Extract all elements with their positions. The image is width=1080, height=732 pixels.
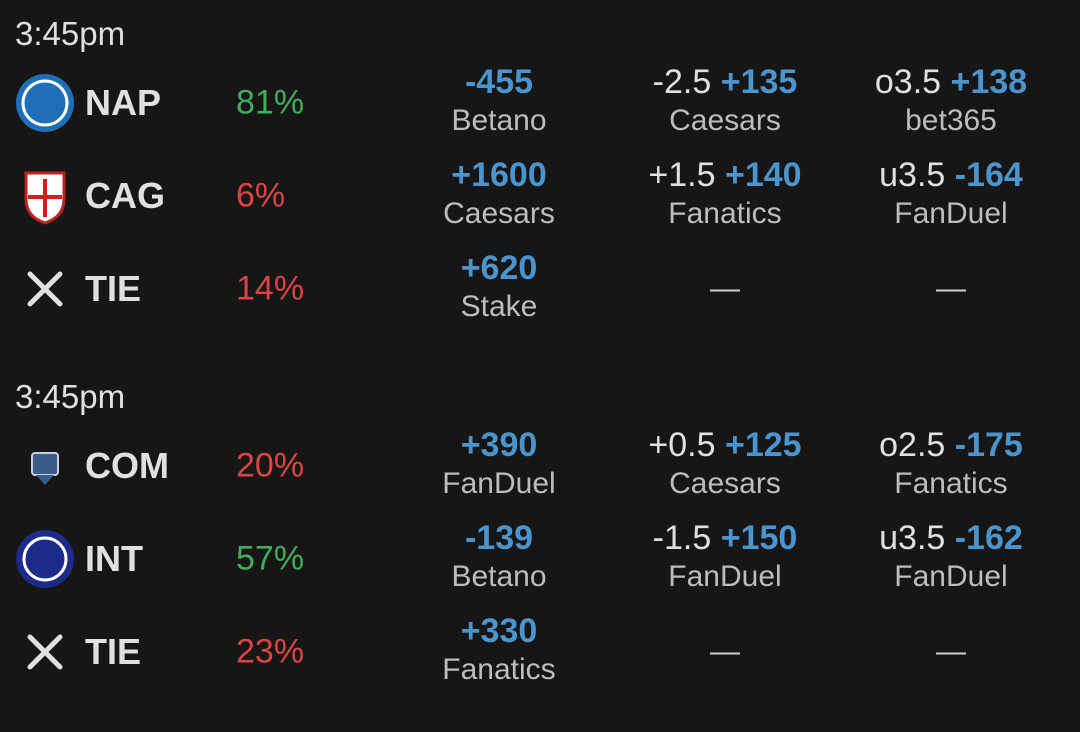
market-line: o3.5 <box>874 63 942 101</box>
market-line: -1.5 <box>652 519 712 557</box>
odds-line: -139 <box>386 519 612 558</box>
odds-cell[interactable]: +0.5 +125 Caesars <box>612 426 838 501</box>
odds-line: o3.5 +138 <box>838 63 1064 102</box>
sportsbook: Caesars <box>443 197 555 230</box>
win-probability: 14% <box>236 269 305 308</box>
team-logo <box>27 271 63 307</box>
sportsbook: FanDuel <box>894 197 1008 230</box>
team-abbr: TIE <box>85 268 142 309</box>
odds-cell[interactable]: -455 Betano <box>386 63 612 138</box>
team-abbr: INT <box>85 538 143 579</box>
sportsbook: FanDuel <box>668 560 782 593</box>
match-time: 3:45pm <box>15 378 126 415</box>
market-line: -2.5 <box>652 63 712 101</box>
team-abbr: CAG <box>85 175 165 216</box>
sportsbook: FanDuel <box>894 560 1008 593</box>
empty-market: — <box>936 635 966 668</box>
odds-cell[interactable]: u3.5 -162 FanDuel <box>838 519 1064 594</box>
odds-cell[interactable]: +1.5 +140 Fanatics <box>612 156 838 231</box>
odds-price: +620 <box>460 249 538 287</box>
odds-line: u3.5 -162 <box>838 519 1064 558</box>
odds-line: +330 <box>386 612 612 651</box>
odds-cell[interactable]: -139 Betano <box>386 519 612 594</box>
odds-line: +1600 <box>386 156 612 195</box>
market-line: o2.5 <box>879 426 946 464</box>
odds-line: +0.5 +125 <box>612 426 838 465</box>
odds-price: -162 <box>954 519 1023 557</box>
odds-line: -455 <box>386 63 612 102</box>
odds-price: +140 <box>724 156 802 194</box>
sportsbook: Betano <box>451 104 547 137</box>
odds-price: +150 <box>720 519 798 557</box>
odds-price: +1600 <box>451 156 547 194</box>
team-logo <box>16 74 74 132</box>
odds-line: +390 <box>386 426 612 465</box>
empty-market: — <box>710 272 740 305</box>
odds-price: +138 <box>950 63 1028 101</box>
team-abbr: TIE <box>85 631 142 672</box>
sportsbook: bet365 <box>905 104 997 137</box>
odds-cell[interactable]: o3.5 +138 bet365 <box>838 63 1064 138</box>
team-logo <box>24 171 66 225</box>
odds-price: -164 <box>954 156 1023 194</box>
sportsbook: Fanatics <box>442 653 556 686</box>
win-probability: 6% <box>236 176 286 215</box>
team-abbr: COM <box>85 445 169 486</box>
odds-price: +330 <box>460 612 538 650</box>
odds-cell[interactable]: +390 FanDuel <box>386 426 612 501</box>
odds-line: +1.5 +140 <box>612 156 838 195</box>
sportsbook: Betano <box>451 560 547 593</box>
sportsbook: Stake <box>460 290 538 323</box>
odds-cell[interactable]: u3.5 -164 FanDuel <box>838 156 1064 231</box>
odds-price: +390 <box>460 426 538 464</box>
win-probability: 23% <box>236 632 305 671</box>
sportsbook: Fanatics <box>894 467 1008 500</box>
team-logo <box>31 452 59 485</box>
sportsbook: Caesars <box>669 467 781 500</box>
match-time: 3:45pm <box>15 15 126 52</box>
market-line: u3.5 <box>879 519 946 557</box>
odds-line: -1.5 +150 <box>612 519 838 558</box>
odds-cell[interactable]: -1.5 +150 FanDuel <box>612 519 838 594</box>
odds-price: +135 <box>720 63 798 101</box>
market-line: +0.5 <box>648 426 716 464</box>
team-logo <box>27 634 63 670</box>
odds-cell[interactable]: +620 Stake <box>386 249 612 324</box>
odds-price: -139 <box>464 519 534 557</box>
odds-cell[interactable]: o2.5 -175 Fanatics <box>838 426 1064 501</box>
team-abbr: NAP <box>85 82 162 123</box>
odds-price: -175 <box>954 426 1023 464</box>
sportsbook: Fanatics <box>668 197 782 230</box>
odds-line: u3.5 -164 <box>838 156 1064 195</box>
odds-cell[interactable]: -2.5 +135 Caesars <box>612 63 838 138</box>
odds-line: o2.5 -175 <box>838 426 1064 465</box>
team-logo <box>16 530 74 588</box>
win-probability: 81% <box>236 83 305 122</box>
empty-market: — <box>710 635 740 668</box>
odds-cell[interactable]: +1600 Caesars <box>386 156 612 231</box>
odds-cell[interactable]: +330 Fanatics <box>386 612 612 687</box>
odds-price: +125 <box>724 426 802 464</box>
empty-market: — <box>936 272 966 305</box>
win-probability: 20% <box>236 446 305 485</box>
sportsbook: Caesars <box>669 104 781 137</box>
sportsbook: FanDuel <box>442 467 556 500</box>
odds-line: +620 <box>386 249 612 288</box>
odds-price: -455 <box>464 63 534 101</box>
odds-line: -2.5 +135 <box>612 63 838 102</box>
market-line: u3.5 <box>879 156 946 194</box>
win-probability: 57% <box>236 539 305 578</box>
market-line: +1.5 <box>648 156 716 194</box>
